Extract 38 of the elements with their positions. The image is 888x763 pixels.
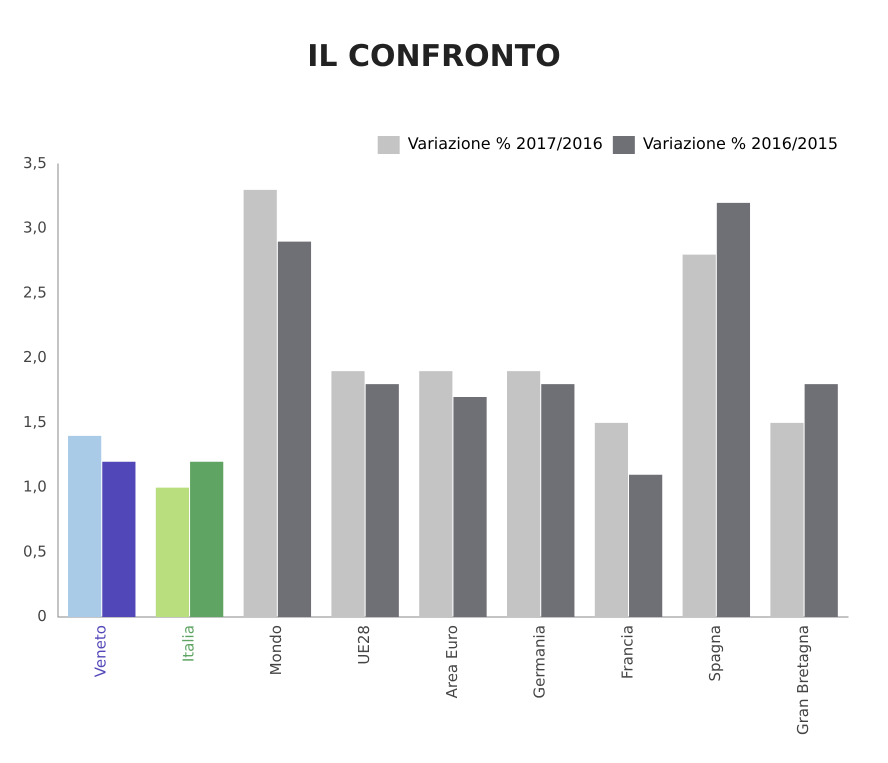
- bar: [156, 488, 190, 618]
- bar: [594, 422, 628, 618]
- bar: [102, 462, 136, 618]
- y-tick-label: 1,0: [22, 478, 47, 496]
- bar: [682, 254, 716, 618]
- bar: [804, 384, 838, 618]
- bar: [541, 384, 574, 618]
- bar: [770, 422, 804, 618]
- bar: [190, 462, 224, 618]
- y-tick-label: 3,5: [22, 154, 47, 172]
- x-tick-label: Francia: [618, 625, 636, 680]
- y-tick-label: 0,5: [22, 542, 47, 560]
- chart-title: IL CONFRONTO: [307, 38, 561, 74]
- legend-label: Variazione % 2017/2016: [408, 134, 603, 154]
- legend-label: Variazione % 2016/2015: [642, 134, 838, 154]
- x-tick-label: UE28: [355, 625, 374, 665]
- bar: [716, 202, 750, 618]
- y-tick-label: 0: [37, 606, 47, 625]
- x-tick-label: Mondo: [267, 625, 286, 676]
- bar: [68, 436, 102, 618]
- y-tick-label: 3,0: [22, 218, 47, 237]
- bar: [419, 371, 452, 618]
- x-tick-label: Area Euro: [442, 625, 461, 698]
- bar: [331, 371, 365, 618]
- x-tick-label: Germania: [530, 625, 549, 699]
- bar: [506, 371, 540, 618]
- x-tick-label: Veneto: [92, 625, 110, 678]
- x-tick-label: Gran Bretagna: [794, 625, 812, 736]
- bar: [278, 242, 312, 618]
- bar: [629, 474, 662, 618]
- bar: [244, 190, 277, 618]
- bar: [453, 397, 487, 618]
- bar: [366, 384, 399, 618]
- y-tick-label: 2,5: [22, 283, 47, 302]
- y-tick-label: 2,0: [22, 348, 47, 366]
- x-tick-label: Spagna: [706, 625, 724, 682]
- x-tick-label: Italia: [179, 625, 198, 662]
- y-tick-label: 1,5: [22, 412, 47, 431]
